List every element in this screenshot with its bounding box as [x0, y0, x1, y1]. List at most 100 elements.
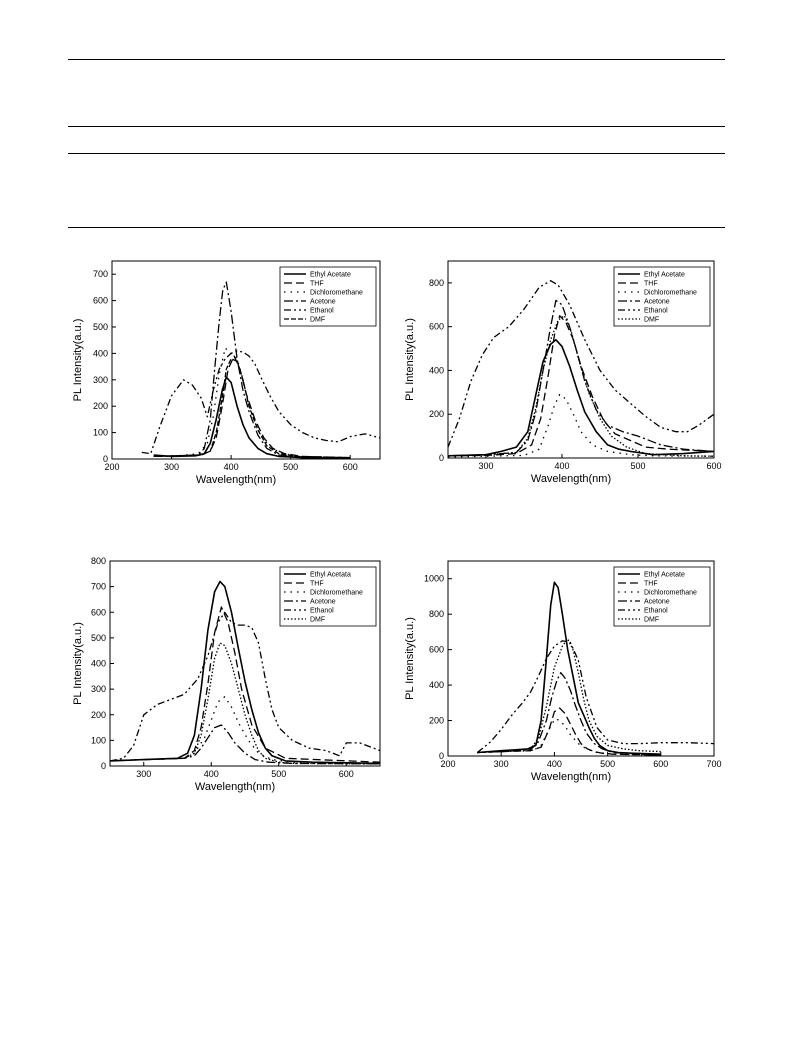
series-line — [448, 315, 714, 457]
x-tick-label: 300 — [494, 759, 509, 769]
plot-frame — [447, 560, 715, 757]
y-axis-label: PL Intensity(a.u.) — [72, 319, 84, 402]
y-tick-label: 400 — [91, 659, 106, 669]
y-tick-label: 500 — [93, 322, 108, 332]
legend-entry: Ethanol — [644, 308, 668, 315]
series-line — [477, 638, 661, 754]
legend — [279, 266, 377, 327]
legend-entry: THF — [644, 581, 658, 588]
legend-entry: Acetone — [644, 599, 670, 606]
table-rule-2 — [68, 126, 725, 127]
series-line — [477, 672, 661, 756]
legend — [279, 566, 377, 627]
x-tick-label: 600 — [343, 462, 358, 472]
y-tick-label: 600 — [93, 296, 108, 306]
y-tick-label: 600 — [429, 645, 444, 655]
series-line — [110, 642, 380, 765]
x-tick-label: 300 — [164, 462, 179, 472]
x-axis-label: Wavelength(nm) — [195, 781, 275, 793]
chart-b: 300 400 500 600 0 200 400 600 800 Wavelength(nm) P… — [404, 260, 722, 485]
legend-entry: THF — [644, 281, 658, 288]
legend-entry: Ethyl Acetata — [310, 572, 351, 579]
series-line — [448, 315, 714, 457]
y-tick-label: 200 — [93, 401, 108, 411]
legend-entry: Ethanol — [644, 608, 668, 615]
legend-entry: DMF — [310, 317, 325, 324]
legend-entry: Ethyl Acetate — [644, 272, 685, 279]
y-tick-label: 600 — [91, 607, 106, 617]
legend-entry: DMF — [310, 617, 325, 624]
x-tick-label: 700 — [706, 759, 721, 769]
x-tick-label: 300 — [478, 461, 493, 471]
y-tick-label: 400 — [429, 680, 444, 690]
y-tick-label: 400 — [93, 348, 108, 358]
x-tick-label: 500 — [630, 461, 645, 471]
series-line — [448, 280, 714, 448]
y-tick-label: 600 — [429, 322, 444, 332]
legend-entry: Dichloromethane — [644, 290, 697, 297]
legend-entry: DMF — [644, 617, 659, 624]
series-line — [477, 581, 661, 755]
y-tick-label: 400 — [429, 365, 444, 375]
x-tick-label: 400 — [224, 462, 239, 472]
y-tick-label: 0 — [439, 453, 444, 463]
series-line — [476, 640, 714, 754]
chart-c: 300 400 500 600 0 100 200 300 400 500 600 700 800 Wav… — [72, 556, 381, 793]
series-line — [153, 358, 351, 459]
x-tick-label: 600 — [706, 461, 721, 471]
table-rule-3 — [68, 153, 725, 154]
legend-entry: Dichloromethane — [310, 590, 363, 597]
y-tick-label: 0 — [103, 454, 108, 464]
x-tick-label: 300 — [136, 769, 151, 779]
legend-entry: Ethanol — [310, 608, 334, 615]
y-tick-label: 700 — [93, 269, 108, 279]
legend-entry: THF — [310, 281, 324, 288]
series-line — [448, 339, 714, 457]
plot-frame — [447, 260, 715, 459]
x-axis-label: Wavelength(nm) — [196, 474, 276, 486]
y-tick-label: 0 — [439, 751, 444, 761]
legend-entry: Acetone — [310, 299, 336, 306]
x-tick-label: 200 — [104, 462, 119, 472]
y-tick-label: 200 — [429, 716, 444, 726]
series-line — [141, 350, 380, 455]
x-tick-label: 600 — [339, 769, 354, 779]
y-tick-label: 300 — [91, 684, 106, 694]
y-tick-label: 100 — [93, 428, 108, 438]
table-rule-top — [68, 59, 725, 60]
table-rule-bottom — [68, 227, 725, 228]
y-tick-label: 1000 — [424, 574, 444, 584]
y-tick-label: 800 — [91, 556, 106, 566]
chart-a: 200 300 400 500 600 0 100 200 300 400 500 600 700 Wav… — [72, 260, 381, 486]
y-tick-label: 800 — [429, 609, 444, 619]
series-line — [110, 724, 380, 765]
series-line — [477, 718, 661, 756]
x-tick-label: 600 — [653, 759, 668, 769]
series-line — [110, 580, 380, 765]
series-line — [448, 393, 714, 458]
x-axis-label: Wavelength(nm) — [531, 473, 611, 485]
series-line — [153, 376, 351, 459]
legend-entry: Acetone — [644, 299, 670, 306]
y-axis-label: PL Intensity(a.u.) — [72, 622, 84, 705]
series-line — [110, 696, 380, 765]
x-tick-label: 500 — [283, 462, 298, 472]
legend-entry: Dichloromethane — [644, 590, 697, 597]
y-tick-label: 200 — [429, 409, 444, 419]
y-tick-label: 300 — [93, 375, 108, 385]
legend-entry: THF — [310, 581, 324, 588]
legend-entry: Ethyl Acetate — [644, 572, 685, 579]
x-tick-label: 500 — [271, 769, 286, 779]
legend-entry: Ethyl Acetate — [310, 272, 351, 279]
y-axis-label: PL Intensity(a.u.) — [404, 318, 416, 401]
x-tick-label: 400 — [554, 461, 569, 471]
legend — [613, 266, 711, 327]
series-line — [477, 707, 661, 756]
x-axis-label: Wavelength(nm) — [531, 771, 611, 783]
plot-frame — [111, 260, 381, 460]
legend-entry: DMF — [644, 317, 659, 324]
x-tick-label: 200 — [440, 759, 455, 769]
y-tick-label: 700 — [91, 582, 106, 592]
y-tick-label: 500 — [91, 633, 106, 643]
legend-entry: Ethanol — [310, 308, 334, 315]
